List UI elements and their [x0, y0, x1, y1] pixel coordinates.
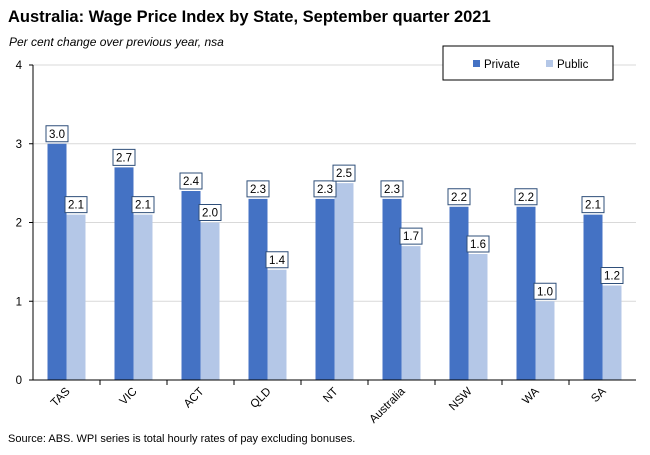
legend-swatch-private — [473, 60, 480, 67]
legend-label-private: Private — [484, 59, 520, 71]
data-label: 1.7 — [403, 231, 419, 243]
data-label-box — [466, 235, 490, 253]
data-label-box — [45, 125, 69, 143]
bar-public — [200, 222, 220, 380]
bar-private — [382, 198, 402, 380]
data-label: 1.0 — [537, 286, 553, 298]
x-tick-label: SA — [589, 385, 609, 405]
data-label: 2.3 — [317, 184, 333, 196]
x-tick-label: TAS — [49, 385, 73, 409]
legend-swatch-public — [546, 60, 553, 67]
data-label-box — [112, 148, 136, 166]
data-labels: 3.02.12.72.12.42.02.31.42.32.52.31.72.21… — [45, 125, 624, 300]
legend: Private Public — [442, 45, 614, 81]
data-label: 2.0 — [202, 208, 218, 220]
data-label-box — [198, 204, 222, 221]
legend-box — [442, 45, 614, 81]
bar-private — [315, 198, 335, 380]
y-tick-label: 0 — [16, 375, 22, 387]
bar-private — [114, 167, 134, 380]
bar-public — [468, 254, 488, 380]
data-label-box — [332, 164, 356, 182]
x-tick-label: WA — [520, 385, 542, 407]
bars — [47, 143, 622, 380]
legend-label-public: Public — [557, 59, 589, 71]
data-label-box — [447, 188, 471, 206]
data-label-box — [514, 188, 538, 206]
data-label: 2.4 — [183, 176, 200, 188]
x-tick-label: ACT — [182, 386, 207, 411]
bar-private — [449, 206, 469, 380]
data-label: 2.1 — [135, 200, 151, 212]
x-tick-label: NT — [321, 386, 340, 405]
x-tick-label: Australia — [367, 385, 408, 426]
source-note: Source: ABS. WPI series is total hourly … — [8, 433, 356, 445]
data-label: 2.3 — [384, 184, 400, 196]
y-tick-label: 3 — [16, 139, 22, 151]
bar-private — [516, 206, 536, 380]
bar-private — [181, 191, 201, 380]
data-label-box — [64, 196, 88, 214]
data-label-box — [533, 282, 557, 300]
data-label: 3.0 — [49, 129, 65, 141]
bar-private — [47, 143, 67, 380]
data-label: 2.3 — [250, 184, 266, 196]
bar-public — [535, 301, 555, 380]
data-label-box — [246, 180, 270, 198]
x-tick-label: VIC — [118, 386, 140, 408]
chart-title: Australia: Wage Price Index by State, Se… — [8, 8, 491, 26]
y-tick-label: 2 — [16, 218, 22, 230]
bar-public — [133, 214, 153, 380]
data-label: 1.6 — [470, 239, 486, 251]
bar-private — [248, 198, 268, 380]
bar-public — [401, 246, 421, 380]
y-tick-label: 1 — [16, 296, 22, 308]
data-label-box — [179, 172, 203, 190]
data-label: 1.4 — [269, 255, 286, 267]
x-tick-label: QLD — [248, 386, 273, 411]
bar-private — [583, 214, 603, 380]
data-label-box — [380, 180, 404, 198]
data-label: 2.1 — [585, 200, 601, 212]
y-tick-label: 4 — [16, 60, 23, 72]
bar-public — [66, 214, 86, 380]
data-label: 2.1 — [68, 200, 84, 212]
chart-subtitle: Per cent change over previous year, nsa — [9, 35, 224, 49]
data-label: 2.7 — [116, 152, 132, 164]
data-label: 1.2 — [604, 271, 620, 283]
bar-public — [267, 269, 287, 380]
data-label-box — [600, 267, 624, 284]
data-label: 2.2 — [518, 192, 534, 204]
bar-public — [602, 285, 622, 380]
x-tick-label: NSW — [447, 386, 475, 414]
data-label-box — [399, 227, 423, 245]
bar-public — [334, 183, 354, 380]
data-label-box — [313, 180, 337, 198]
data-label: 2.2 — [451, 192, 467, 204]
data-label-box — [131, 196, 155, 214]
data-label-box — [265, 251, 289, 269]
data-label-box — [581, 196, 605, 214]
data-label: 2.5 — [336, 168, 352, 180]
